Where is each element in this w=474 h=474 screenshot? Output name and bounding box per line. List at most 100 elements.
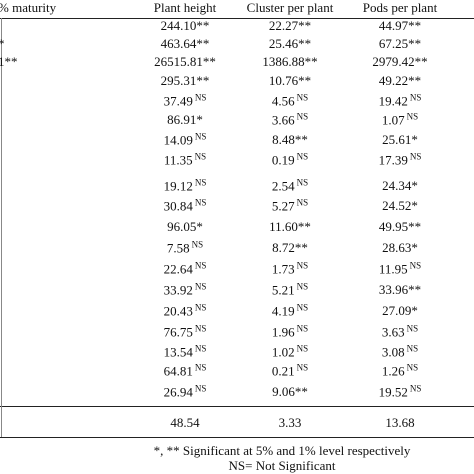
significance: NS bbox=[406, 362, 419, 373]
significance: NS bbox=[191, 239, 204, 250]
cell-value: 11.95 bbox=[378, 261, 408, 277]
significance: NS bbox=[296, 177, 309, 188]
cell: 76.75 NS bbox=[164, 324, 207, 341]
significance: NS bbox=[194, 151, 207, 162]
left-border bbox=[1, 18, 2, 437]
cell: 11.95 NS bbox=[379, 261, 421, 278]
cell-value: 86.91* bbox=[167, 112, 203, 127]
cell-value: 0.21 bbox=[271, 363, 295, 379]
cell-value: 26.94 bbox=[163, 384, 193, 400]
significance: NS bbox=[406, 343, 419, 354]
cell-value: 1.73 bbox=[271, 261, 295, 277]
significance: NS bbox=[296, 260, 309, 271]
header-cell: Pods per plant bbox=[362, 0, 438, 15]
row-label: * bbox=[0, 36, 5, 52]
cell: 33.96** bbox=[379, 282, 421, 298]
cell: 9.06** bbox=[272, 384, 308, 400]
cell-value: 24.52* bbox=[382, 198, 418, 213]
cell: 8.48** bbox=[272, 132, 308, 148]
cell: 30.84 NS bbox=[164, 198, 207, 215]
cell-value: 4.19 bbox=[271, 303, 295, 319]
cell-value: 37.49 bbox=[163, 93, 193, 109]
significance: NS bbox=[194, 197, 207, 208]
cell: 19.52 NS bbox=[379, 384, 422, 401]
cell-value: 5.21 bbox=[271, 282, 295, 298]
cell-value: 1.07 bbox=[381, 112, 405, 128]
significance: NS bbox=[194, 131, 207, 142]
significance: NS bbox=[194, 260, 207, 271]
cell: 3.63 NS bbox=[382, 324, 418, 341]
footnote: NS= Not Significant bbox=[228, 458, 336, 473]
cell-value: 44.97** bbox=[378, 18, 422, 33]
cell: 64.81 NS bbox=[164, 363, 207, 380]
cell-value: 33.96** bbox=[378, 282, 422, 297]
cell: 28.63* bbox=[382, 240, 418, 256]
row-label: 1** bbox=[0, 54, 18, 69]
cell-value: 24.34* bbox=[382, 178, 418, 193]
cell: 14.09 NS bbox=[164, 132, 207, 149]
cell: 2979.42** bbox=[372, 54, 427, 70]
significance: NS bbox=[409, 383, 422, 394]
cell: 11.35 NS bbox=[164, 152, 206, 169]
cell-value: 8.72** bbox=[272, 240, 308, 255]
cell: 1.26 NS bbox=[382, 363, 418, 380]
cell-value: 19.42 bbox=[378, 93, 408, 109]
significance: NS bbox=[194, 281, 207, 292]
cell: 5.21 NS bbox=[272, 282, 308, 299]
cell: 96.05* bbox=[167, 219, 203, 235]
cell: 24.52* bbox=[382, 198, 418, 214]
cell-value: 8.48** bbox=[272, 132, 308, 147]
significance: NS bbox=[296, 197, 309, 208]
cell-value: 25.46** bbox=[268, 36, 312, 51]
cell: 1.02 NS bbox=[272, 344, 308, 361]
cell: 10.76** bbox=[269, 73, 311, 89]
cell-value: 22.64 bbox=[163, 261, 193, 277]
significance: NS bbox=[406, 323, 419, 334]
cell: 17.39 NS bbox=[379, 152, 422, 169]
cell: 13.68 bbox=[385, 415, 414, 431]
cell: 25.46** bbox=[269, 36, 311, 52]
cell: 0.19 NS bbox=[272, 152, 308, 169]
cell-value: 14.09 bbox=[163, 132, 193, 148]
significance: NS bbox=[406, 111, 419, 122]
cell: 11.60** bbox=[269, 219, 311, 235]
header-rule bbox=[0, 18, 474, 19]
header-cell: % maturity bbox=[0, 0, 57, 15]
cell-value: 9.06** bbox=[272, 384, 308, 399]
cell: 26.94 NS bbox=[164, 384, 207, 401]
cell: 19.42 NS bbox=[379, 93, 422, 110]
cell-value: 1.02 bbox=[271, 344, 295, 360]
cell: 1.96 NS bbox=[272, 324, 308, 341]
header-cell: Cluster per plant bbox=[246, 0, 334, 15]
significance: NS bbox=[194, 383, 207, 394]
cell: 24.34* bbox=[382, 178, 418, 194]
cell-value: 4.56 bbox=[271, 93, 295, 109]
significance: NS bbox=[409, 260, 422, 271]
cell-value: 11.35 bbox=[163, 152, 193, 168]
cell-value: 33.92 bbox=[163, 282, 193, 298]
cell-value: 27.09* bbox=[382, 303, 418, 318]
cell: 48.54 bbox=[170, 415, 199, 431]
significance: NS bbox=[409, 151, 422, 162]
cell-value: 2.54 bbox=[271, 178, 295, 194]
cell-value: 49.22** bbox=[378, 73, 422, 88]
cell: 5.27 NS bbox=[272, 198, 308, 215]
cell: 49.95** bbox=[379, 219, 421, 235]
significance: NS bbox=[194, 343, 207, 354]
cell: 4.56 NS bbox=[272, 93, 308, 110]
cell: 295.31** bbox=[161, 73, 210, 89]
cell: 49.22** bbox=[379, 73, 421, 89]
cell: 4.19 NS bbox=[272, 303, 308, 320]
cell: 3.33 bbox=[279, 415, 302, 431]
cell-value: 19.52 bbox=[378, 384, 408, 400]
cell: 2.54 NS bbox=[272, 178, 308, 195]
cell-value: 244.10** bbox=[160, 18, 210, 33]
cell-value: 1.26 bbox=[381, 363, 405, 379]
significance: NS bbox=[194, 302, 207, 313]
cell: 463.64** bbox=[161, 36, 210, 52]
total-rule bbox=[0, 406, 474, 407]
cell-value: 1.96 bbox=[271, 324, 295, 340]
significance: NS bbox=[296, 343, 309, 354]
cell: 67.25** bbox=[379, 36, 421, 52]
cell: 8.72** bbox=[272, 240, 308, 256]
